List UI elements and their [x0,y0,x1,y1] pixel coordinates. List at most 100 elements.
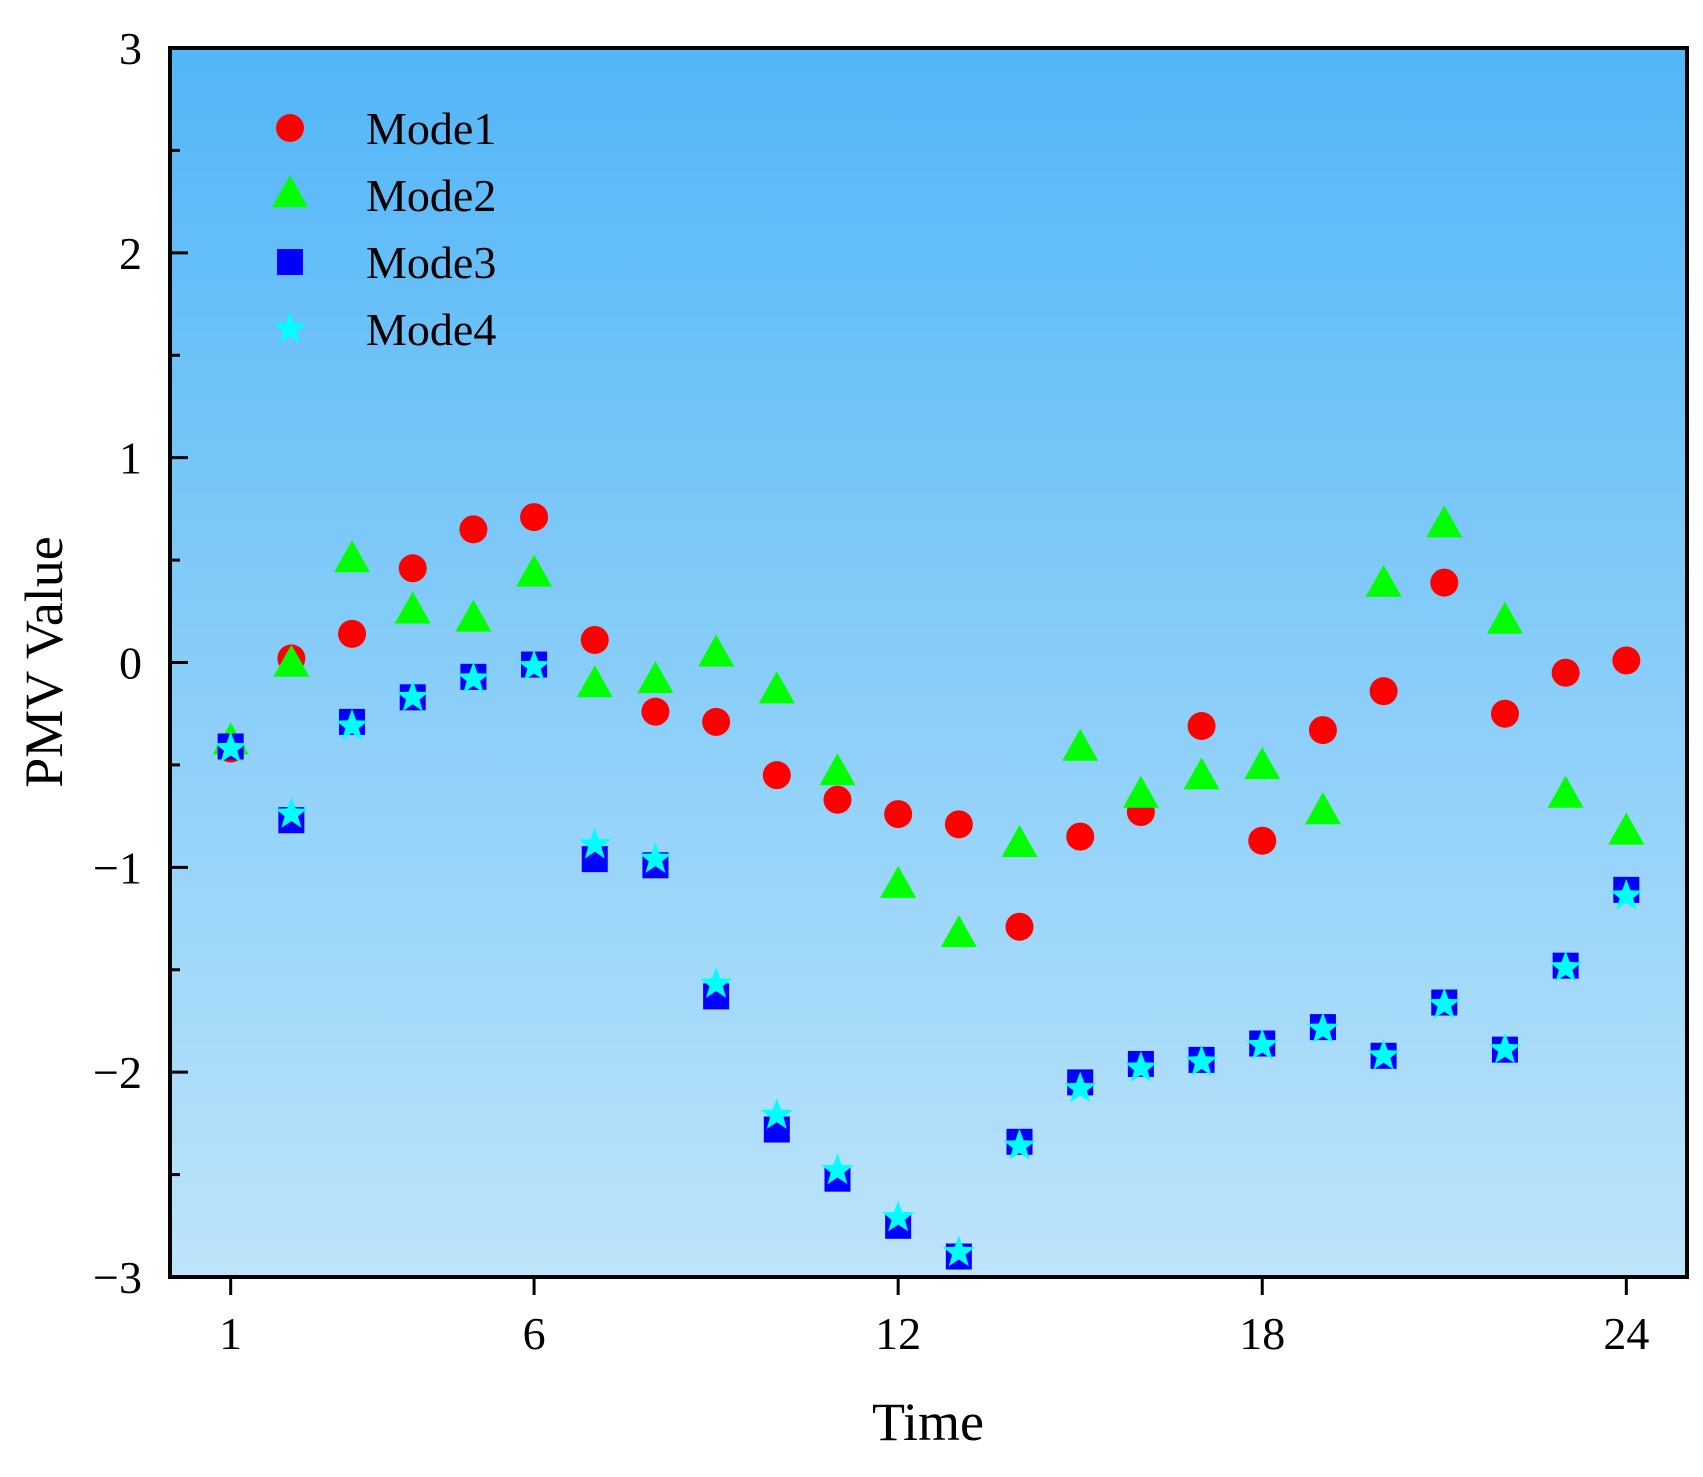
mode2-point [455,599,492,632]
mode2-point [1244,747,1281,780]
y-tick-label: −2 [93,1047,142,1098]
mode1-point [641,697,670,726]
mode2-point [940,915,977,948]
legend-marker [273,312,307,343]
mode1-point [1490,699,1519,728]
plot-frame [168,46,1689,1279]
mode4-point [1185,1044,1218,1076]
legend-item-mode4: Mode4 [273,304,496,355]
y-tick-label: −1 [93,842,142,893]
mode4-point [1003,1128,1036,1160]
mode1-point [1308,716,1337,745]
y-tick-label: 1 [119,433,142,484]
mode1-point [1612,646,1641,675]
mode4-point [821,1153,854,1185]
mode2-point [1001,824,1038,857]
mode1-point [1066,822,1095,851]
legend: Mode1 Mode2 Mode3 Mode4 [272,103,496,355]
legend-marker [276,114,304,142]
series-mode1 [216,503,1641,941]
mode2-point [819,753,856,786]
legend-label: Mode4 [366,304,496,355]
mode4-point [639,842,672,873]
mode4-point [1064,1071,1097,1103]
y-tick-label: 3 [119,23,142,74]
mode2-point [576,665,613,698]
y-tick-label: −3 [93,1252,142,1303]
x-tick-label: 24 [1603,1308,1649,1359]
legend-item-mode1: Mode1 [276,103,496,154]
mode2-point [1304,792,1341,825]
mode1-point [1369,677,1398,706]
legend-marker [272,175,308,208]
x-tick-label: 18 [1239,1308,1285,1359]
mode2-point [1426,505,1463,538]
legend-label: Mode2 [366,170,496,221]
y-tick-label: 2 [119,228,142,279]
mode2-point [1608,812,1645,845]
mode2-point [1183,757,1220,790]
mode4-point [214,731,247,763]
mode4-point [1549,950,1582,982]
x-tick-label: 6 [523,1308,546,1359]
plot-area [170,48,1687,1277]
series-mode4 [214,649,1643,1267]
mode1-point [1551,658,1580,687]
y-axis-title: PMV Value [14,536,74,788]
mode4-point [1610,879,1643,910]
mode4-point [396,680,429,712]
mode4-point [1306,1012,1340,1043]
mode4-point [275,797,308,828]
mode1-point [823,785,852,814]
mode4-point [882,1200,915,1232]
mode1-point [520,503,549,532]
legend-label: Mode1 [366,103,496,154]
mode4-point [760,1098,793,1129]
x-axis-title: Time [872,1392,984,1452]
mode1-point [459,515,488,544]
mode1-point [1248,826,1277,855]
mode2-point [273,644,310,677]
mode2-point [1122,775,1159,808]
mode1-point [944,810,973,839]
mode4-point [1367,1038,1400,1070]
mode2-point [516,554,553,587]
mode1-point [702,707,731,736]
legend-marker [277,249,303,275]
mode2-point [1062,728,1099,761]
mode2-point [1486,601,1523,634]
series-mode2 [212,505,1645,948]
mode2-point [637,661,674,694]
y-tick-label: 0 [119,638,142,689]
mode4-point [517,649,551,681]
legend-item-mode3: Mode3 [277,237,496,288]
mode4-point [1428,987,1461,1019]
mode1-point [1430,568,1459,597]
mode2-point [698,634,735,667]
x-tick-label: 1 [219,1308,242,1359]
mode4-point [700,967,733,998]
legend-item-mode2: Mode2 [272,170,496,221]
mode1-point [762,761,791,790]
mode2-point [758,671,795,704]
mode4-point [578,827,611,859]
mode2-point [880,865,917,898]
mode1-point [1005,912,1034,941]
mode4-point [457,661,490,693]
legend-label: Mode3 [366,237,496,288]
mode4-point [1124,1051,1157,1082]
mode1-point [884,800,913,829]
mode4-point [1246,1028,1279,1060]
mode1-point [338,619,367,648]
mode2-point [1365,564,1402,597]
mode2-point [1547,775,1584,808]
mode1-point [1187,711,1216,740]
mode1-point [398,554,427,583]
x-tick-label: 12 [875,1308,921,1359]
mode2-point [334,540,371,573]
mode2-point [394,591,431,624]
mode4-point [335,709,369,740]
mode4-point [942,1235,975,1267]
